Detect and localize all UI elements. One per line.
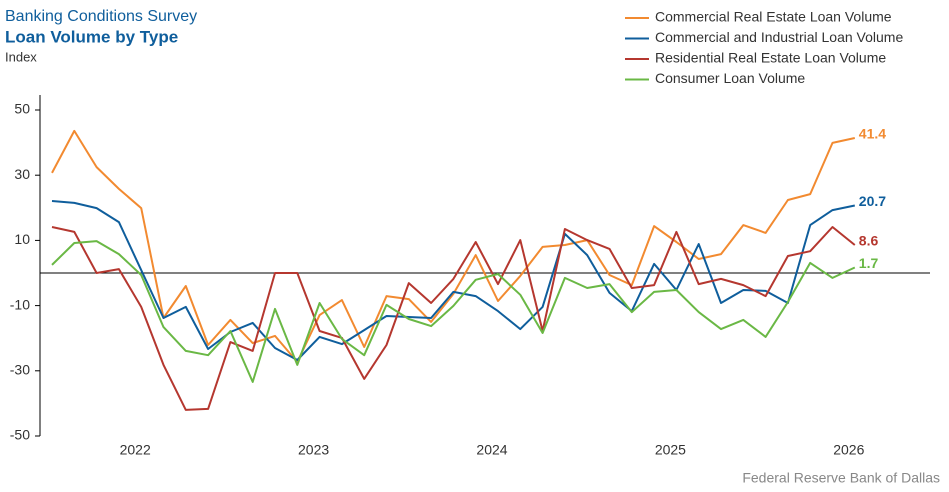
source: Federal Reserve Bank of Dallas	[742, 470, 940, 486]
legend-label: Consumer Loan Volume	[655, 70, 805, 86]
y-tick-label: 50	[14, 101, 30, 117]
series-line	[51, 226, 856, 411]
series-line	[51, 240, 856, 383]
y-tick-label: 30	[14, 166, 30, 182]
y-axis-label: Index	[5, 49, 37, 64]
chart-subtitle: Loan Volume by Type	[5, 27, 178, 46]
y-tick-label: -10	[10, 296, 30, 312]
chart-title: Banking Conditions Survey	[5, 8, 197, 25]
y-tick-label: -30	[10, 362, 30, 378]
legend-label: Residential Real Estate Loan Volume	[655, 50, 886, 66]
y-tick-label: -50	[10, 427, 30, 443]
end-label: 8.6	[859, 233, 879, 249]
x-tick-label: 2025	[655, 442, 686, 458]
end-label: 41.4	[859, 126, 886, 142]
x-tick-label: 2024	[476, 442, 507, 458]
x-tick-label: 2022	[120, 442, 151, 458]
series-line	[51, 200, 856, 361]
legend-label: Commercial and Industrial Loan Volume	[655, 29, 903, 45]
x-tick-label: 2023	[298, 442, 329, 458]
y-tick-label: 10	[14, 231, 30, 247]
end-label: 20.7	[859, 193, 886, 209]
legend-label: Commercial Real Estate Loan Volume	[655, 9, 892, 25]
end-label: 1.7	[859, 255, 879, 271]
x-tick-label: 2026	[833, 442, 864, 458]
series-line	[51, 129, 856, 363]
